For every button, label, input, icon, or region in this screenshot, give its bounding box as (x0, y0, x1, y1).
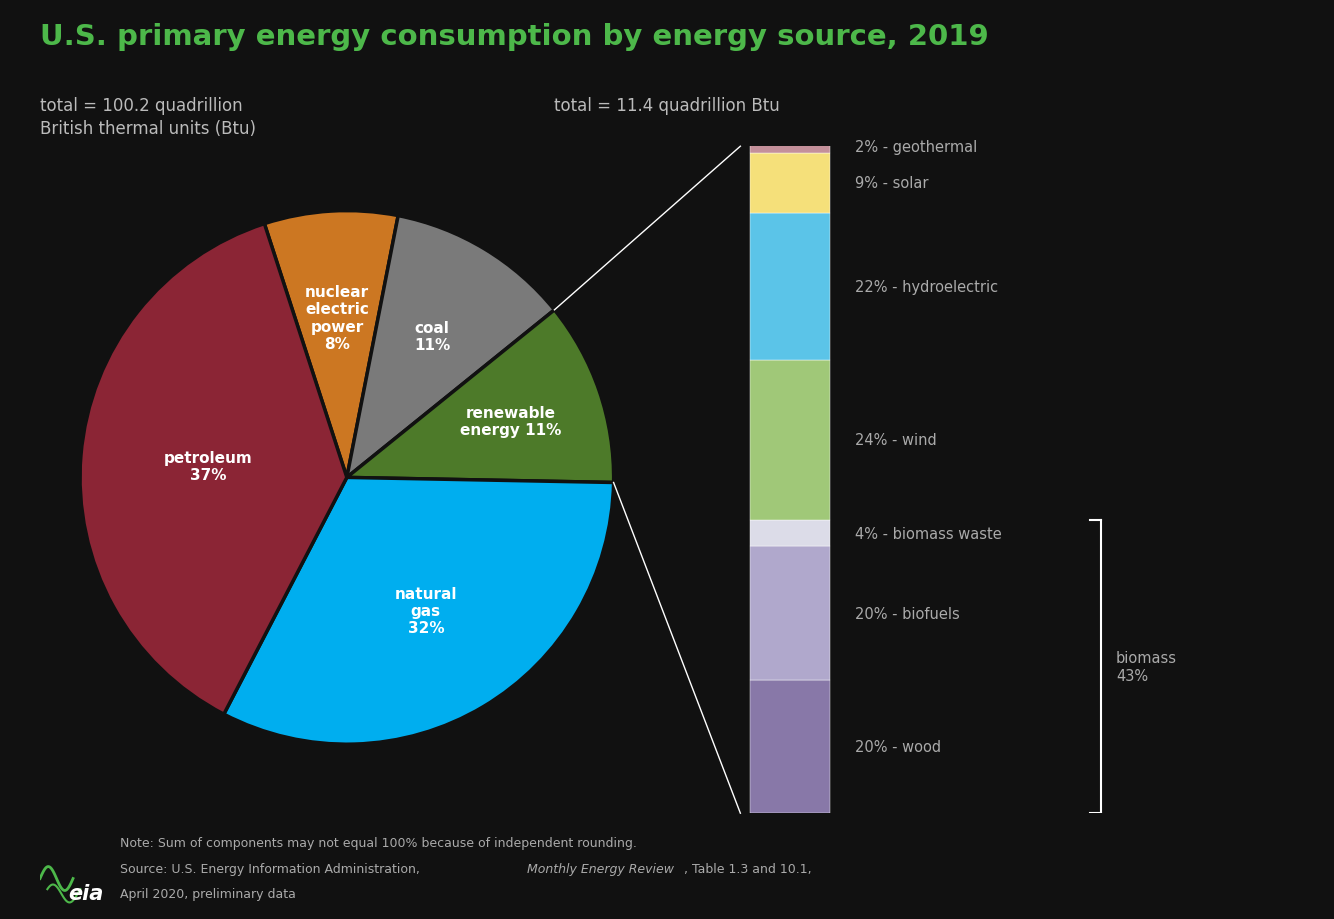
Bar (750, 547, 830, 680)
Text: renewable
energy 11%: renewable energy 11% (460, 405, 562, 438)
Text: Note: Sum of components may not equal 100% because of independent rounding.: Note: Sum of components may not equal 10… (120, 836, 636, 849)
Wedge shape (347, 216, 555, 478)
Wedge shape (347, 311, 614, 483)
Text: 24% - wind: 24% - wind (855, 433, 936, 448)
Text: eia: eia (68, 883, 103, 903)
Wedge shape (80, 224, 347, 714)
Text: 2% - geothermal: 2% - geothermal (855, 140, 976, 154)
Text: April 2020, preliminary data: April 2020, preliminary data (120, 887, 296, 900)
Text: Monthly Energy Review: Monthly Energy Review (527, 862, 674, 875)
Bar (750, 680, 830, 813)
Bar (750, 141, 830, 153)
Bar (750, 213, 830, 360)
Wedge shape (264, 211, 398, 478)
Text: petroleum
37%: petroleum 37% (164, 450, 253, 482)
Text: , Table 1.3 and 10.1,: , Table 1.3 and 10.1, (684, 862, 812, 875)
Text: biomass
43%: biomass 43% (1117, 651, 1177, 683)
Text: coal
11%: coal 11% (414, 320, 451, 353)
Text: 9% - solar: 9% - solar (855, 176, 928, 191)
Text: Source: U.S. Energy Information Administration,: Source: U.S. Energy Information Administ… (120, 862, 424, 875)
Text: nuclear
electric
power
8%: nuclear electric power 8% (305, 285, 370, 352)
Bar (750, 520, 830, 547)
Bar (750, 153, 830, 213)
Text: U.S. primary energy consumption by energy source, 2019: U.S. primary energy consumption by energ… (40, 23, 988, 51)
Text: 20% - biofuels: 20% - biofuels (855, 606, 959, 621)
Wedge shape (224, 478, 614, 744)
Text: 22% - hydroelectric: 22% - hydroelectric (855, 279, 998, 294)
Text: total = 11.4 quadrillion Btu: total = 11.4 quadrillion Btu (554, 96, 779, 115)
Text: natural
gas
32%: natural gas 32% (395, 586, 458, 636)
Text: total = 100.2 quadrillion
British thermal units (Btu): total = 100.2 quadrillion British therma… (40, 96, 256, 138)
Text: 20% - wood: 20% - wood (855, 739, 940, 754)
Text: 4% - biomass waste: 4% - biomass waste (855, 526, 1002, 541)
Bar (750, 360, 830, 520)
